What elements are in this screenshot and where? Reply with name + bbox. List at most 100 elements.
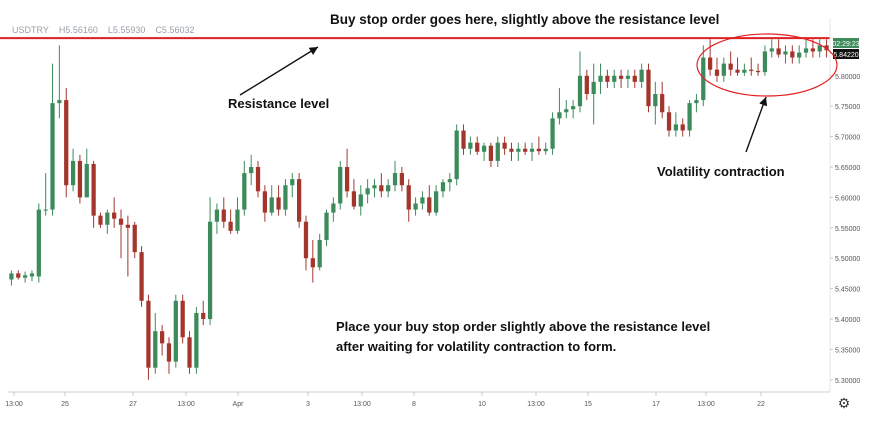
- x-tick-label: 10: [478, 401, 486, 408]
- candle-body: [36, 209, 41, 277]
- candle-body: [660, 94, 665, 113]
- y-tick-label: 5.75000: [835, 104, 860, 111]
- candle-body: [338, 166, 343, 204]
- candle-bullish: [625, 69, 631, 88]
- candle-body: [146, 300, 151, 368]
- y-tick-label: 5.65000: [835, 165, 860, 172]
- candle-bullish: [557, 87, 562, 125]
- candle-body: [803, 48, 809, 53]
- candle-bullish: [173, 294, 178, 368]
- candle-body: [392, 173, 398, 186]
- candle-body: [303, 221, 309, 259]
- candle-body: [297, 179, 302, 222]
- candle-bullish: [598, 63, 603, 95]
- candle-bullish: [70, 148, 76, 192]
- candle-bearish: [708, 39, 713, 76]
- candle-bullish: [783, 45, 788, 64]
- candle-body: [344, 166, 350, 192]
- candle-bullish: [392, 160, 398, 192]
- y-tick-label: 5.80000: [835, 74, 860, 81]
- candle-body: [331, 203, 336, 213]
- candle-body: [386, 185, 391, 192]
- candle-body: [358, 194, 363, 207]
- candle-body: [105, 212, 110, 225]
- candle-bullish: [372, 179, 377, 198]
- candle-body: [440, 182, 446, 192]
- candle-body: [625, 75, 631, 79]
- candle-bullish: [434, 185, 439, 216]
- candle-body: [283, 185, 288, 210]
- candle-body: [468, 142, 473, 149]
- candle-bearish: [255, 160, 261, 198]
- candle-bullish: [769, 39, 774, 58]
- gear-icon[interactable]: ⚙: [837, 395, 851, 411]
- instruction-annotation: Place your buy stop order slightly above…: [336, 317, 710, 357]
- candle-bullish: [365, 179, 370, 204]
- candle-body: [605, 75, 610, 82]
- candle-body: [817, 45, 822, 52]
- candle-body: [242, 173, 247, 210]
- candle-bullish: [577, 51, 583, 113]
- candle-body: [57, 100, 62, 104]
- candle-bullish: [235, 197, 240, 234]
- candle-body: [523, 148, 528, 152]
- candle-bearish: [187, 331, 192, 374]
- top-annotation: Buy stop order goes here, slightly above…: [330, 12, 720, 27]
- candle-bearish: [64, 87, 69, 198]
- candle-bullish: [742, 63, 747, 76]
- x-tick-label: 22: [757, 401, 765, 408]
- candle-body: [290, 179, 295, 186]
- volatility-annotation: Volatility contraction: [657, 164, 785, 179]
- candle-body: [43, 209, 48, 211]
- candle-body: [228, 221, 233, 231]
- candle-bearish: [91, 160, 96, 228]
- candle-body: [50, 103, 55, 210]
- candle-bullish: [338, 160, 343, 210]
- y-tick-label: 5.55000: [835, 226, 860, 233]
- candle-bearish: [262, 185, 267, 222]
- ohlc-high: H5.56160: [58, 25, 98, 35]
- candle-bearish: [201, 300, 206, 326]
- candle-body: [755, 70, 761, 73]
- ohlc-legend: USDTRY H5.56160 L5.55930 C5.56032: [12, 25, 204, 35]
- x-tick-label: 25: [61, 401, 69, 408]
- candle-bullish: [571, 100, 576, 119]
- x-tick-label: 17: [652, 401, 660, 408]
- candle-bearish: [160, 325, 165, 356]
- candle-bullish: [591, 63, 596, 125]
- candle-body: [112, 212, 117, 219]
- candle-bullish: [721, 57, 726, 82]
- candle-bearish: [303, 215, 309, 271]
- candle-bearish: [646, 63, 651, 113]
- candle-body: [714, 69, 720, 76]
- candle-bullish: [454, 124, 459, 186]
- candle-body: [571, 106, 576, 110]
- candle-bullish: [420, 191, 425, 210]
- candle-bearish: [755, 63, 761, 76]
- candle-bullish: [29, 270, 35, 282]
- candle-bearish: [488, 142, 494, 167]
- time-badge: 02:29:23: [832, 38, 860, 48]
- candle-body: [372, 185, 377, 189]
- candle-body: [187, 337, 192, 368]
- y-tick-label: 5.40000: [835, 317, 860, 324]
- candle-bullish: [694, 94, 699, 113]
- candle-bearish: [749, 57, 754, 76]
- candle-body: [509, 148, 514, 152]
- candle-bearish: [735, 57, 740, 76]
- candle-bullish: [481, 142, 487, 161]
- candle-bullish: [242, 160, 247, 216]
- candle-body: [29, 273, 35, 277]
- candle-bullish: [9, 270, 14, 286]
- ohlc-close: C5.56032: [155, 25, 195, 35]
- candle-bullish: [324, 209, 329, 247]
- candle-bearish: [228, 209, 233, 234]
- candle-bullish: [447, 173, 452, 192]
- candle-body: [598, 75, 603, 82]
- candle-body: [612, 75, 617, 82]
- candle-body: [735, 69, 740, 73]
- candle-body: [728, 63, 733, 70]
- candle-body: [180, 300, 185, 338]
- candle-bullish: [283, 179, 288, 216]
